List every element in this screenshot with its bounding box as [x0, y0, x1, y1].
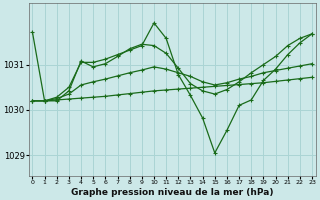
X-axis label: Graphe pression niveau de la mer (hPa): Graphe pression niveau de la mer (hPa) — [71, 188, 274, 197]
